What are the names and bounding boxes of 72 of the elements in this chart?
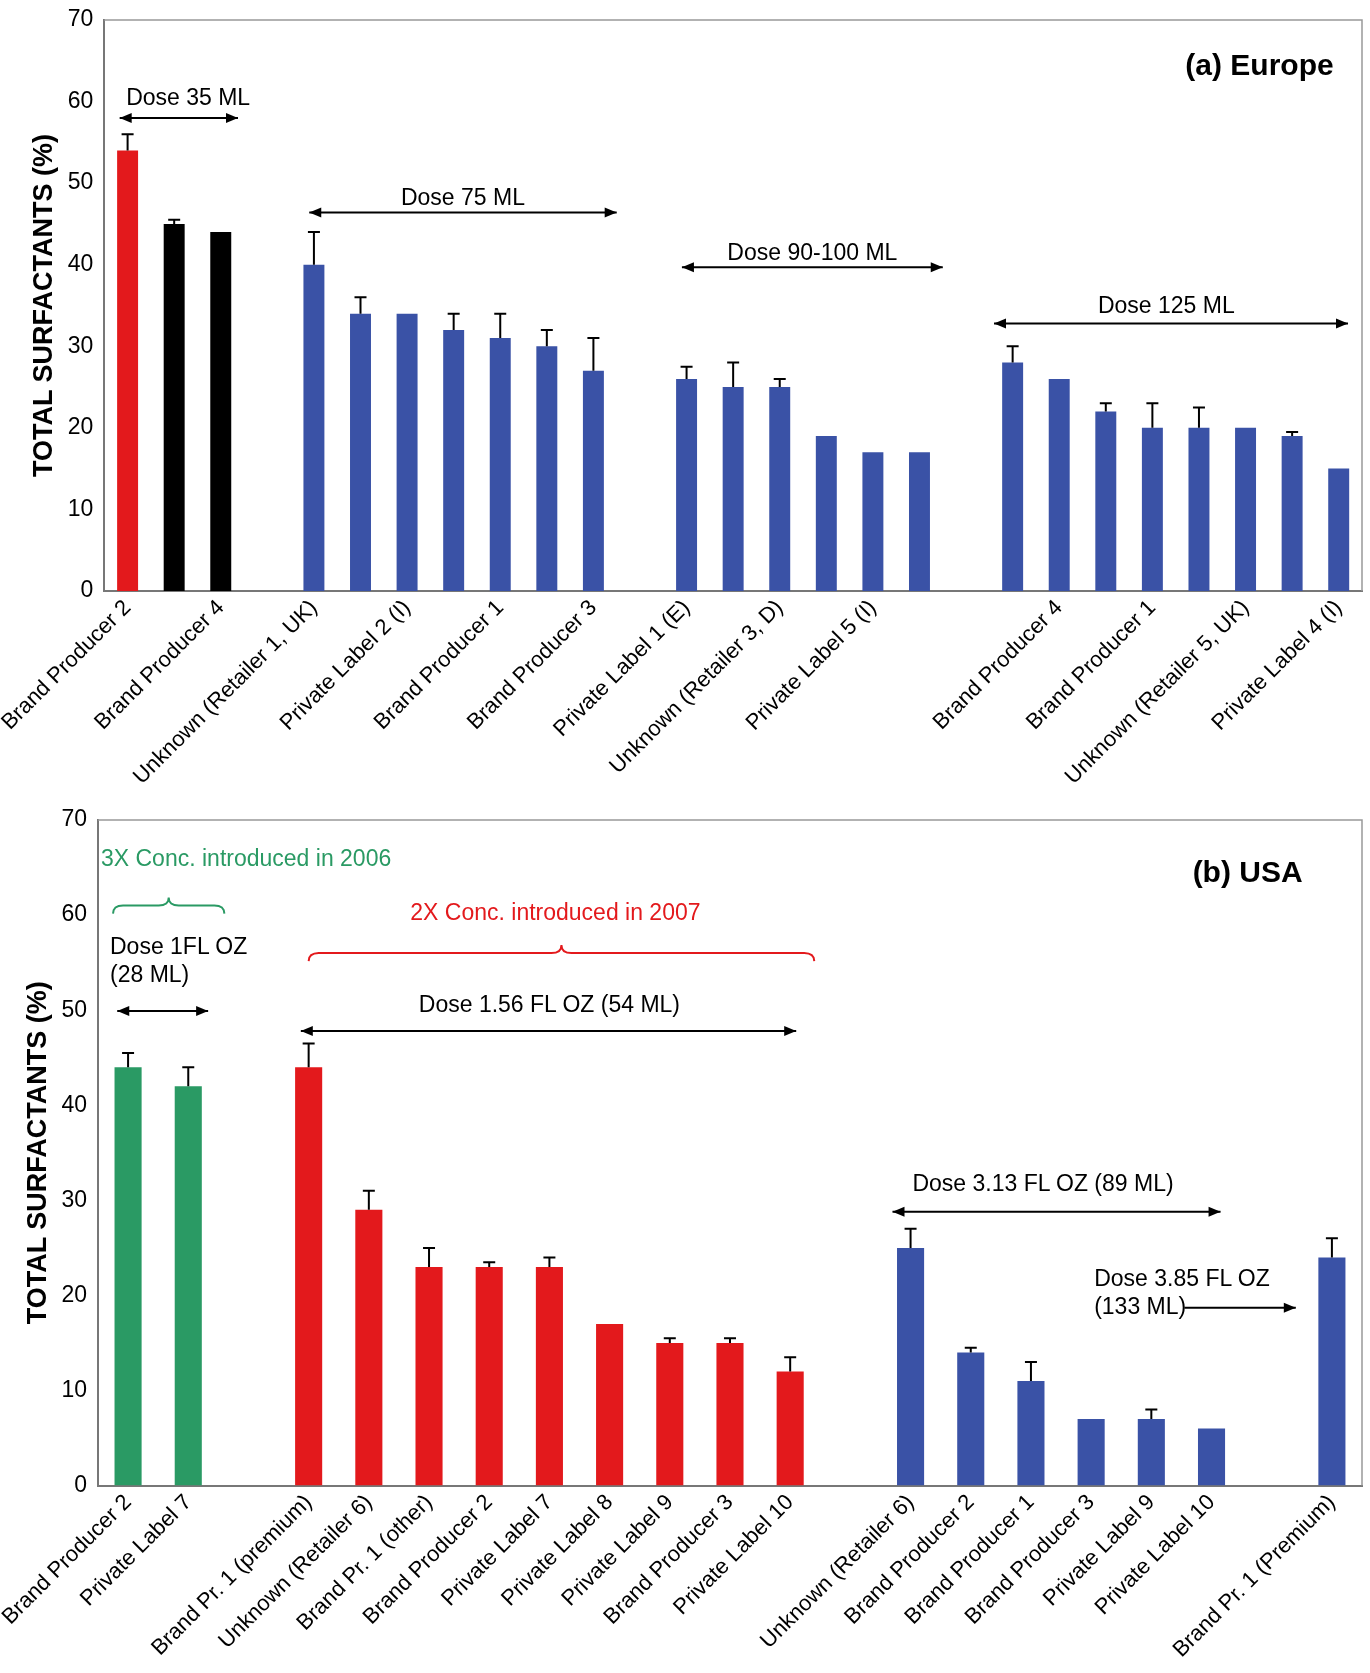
- bar: [596, 1323, 624, 1486]
- y-tick-label: 30: [61, 1185, 87, 1212]
- bar: [909, 452, 930, 591]
- bar: [1235, 427, 1257, 591]
- y-tick-label: 10: [61, 1375, 87, 1402]
- bar: [957, 1352, 985, 1486]
- y-tick-label: 40: [61, 1090, 87, 1117]
- y-tick-label: 20: [67, 413, 94, 440]
- bar: [295, 1067, 323, 1486]
- bar: [1077, 1419, 1105, 1486]
- annotation: 3X Conc. introduced in 2006: [100, 844, 392, 873]
- bar: [676, 378, 698, 591]
- y-tick-label: 70: [67, 5, 94, 32]
- y-axis-title: TOTAL SURFACTANTS (%): [21, 981, 52, 1325]
- bar: [536, 346, 558, 591]
- bar: [535, 1266, 563, 1486]
- bar: [350, 313, 371, 591]
- annotation: Dose 3.85 FL OZ (133 ML): [1094, 1264, 1270, 1321]
- bar: [174, 1086, 202, 1486]
- annotation: Dose 90-100 ML: [727, 237, 898, 266]
- bar: [396, 313, 418, 591]
- bar: [1281, 435, 1303, 591]
- bar: [415, 1266, 443, 1486]
- bar: [656, 1342, 684, 1486]
- annotation: 2X Conc. introduced in 2007: [410, 898, 701, 927]
- annotation: Dose 75 ML: [400, 183, 525, 211]
- y-tick-label: 70: [61, 805, 87, 832]
- bar: [443, 329, 465, 591]
- bar: [303, 264, 325, 591]
- bar: [722, 387, 744, 591]
- bar: [776, 1371, 804, 1486]
- bar: [1141, 427, 1163, 591]
- bar: [475, 1266, 503, 1486]
- bar: [489, 338, 511, 591]
- bar: [1002, 362, 1024, 591]
- y-tick-label: 10: [67, 494, 94, 521]
- bar: [117, 150, 139, 591]
- annotation: (a) Europe: [1185, 47, 1334, 82]
- annotation: Dose 35 ML: [126, 83, 251, 112]
- y-axis-title: TOTAL SURFACTANTS (%): [27, 133, 58, 477]
- y-tick-label: 50: [67, 168, 94, 195]
- bar: [862, 452, 884, 591]
- bar: [582, 370, 604, 591]
- y-tick-label: 40: [67, 250, 94, 277]
- bar: [1048, 378, 1070, 591]
- bar: [1137, 1419, 1165, 1486]
- bar: [769, 387, 791, 591]
- y-tick-label: 20: [61, 1280, 87, 1307]
- annotation: Dose 1.56 FL OZ (54 ML): [418, 989, 680, 1018]
- bar: [1188, 427, 1210, 591]
- annotation: Dose 3.13 FL OZ (89 ML): [912, 1169, 1174, 1198]
- y-tick-label: 60: [67, 86, 94, 113]
- bar: [210, 232, 232, 591]
- y-tick-label: 30: [67, 331, 94, 358]
- bar: [1318, 1257, 1346, 1486]
- y-tick-label: 0: [80, 576, 94, 603]
- annotation: Dose 1FL OZ (28 ML): [110, 932, 248, 989]
- bar: [1328, 468, 1350, 591]
- annotation: Dose 125 ML: [1097, 291, 1235, 320]
- bar: [355, 1209, 383, 1486]
- bar: [897, 1247, 925, 1486]
- bar: [1197, 1428, 1226, 1486]
- annotation: (b) USA: [1192, 855, 1303, 890]
- y-tick-label: 0: [74, 1470, 87, 1497]
- bar: [716, 1342, 744, 1486]
- bar: [163, 223, 185, 591]
- bar: [114, 1067, 142, 1486]
- bar: [815, 435, 837, 591]
- y-tick-label: 50: [61, 995, 87, 1022]
- y-tick-label: 60: [61, 900, 87, 927]
- bar: [1095, 411, 1117, 591]
- bar: [1017, 1381, 1045, 1486]
